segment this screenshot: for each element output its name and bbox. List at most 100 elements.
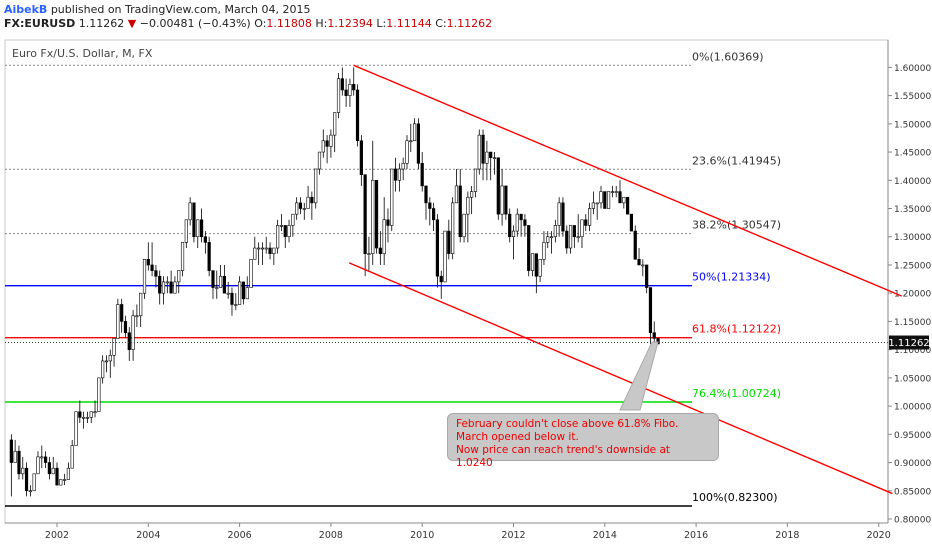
- candle: [139, 292, 143, 328]
- candle-body: [161, 281, 166, 294]
- candle: [283, 225, 287, 249]
- candle: [534, 253, 538, 294]
- candle: [553, 219, 557, 243]
- candle-body: [344, 89, 348, 96]
- candle: [93, 400, 97, 418]
- high-label: H:: [315, 17, 328, 30]
- candle: [40, 445, 44, 469]
- candle: [276, 219, 280, 254]
- y-tick-label: 1.00000: [894, 403, 931, 413]
- channel-line: [353, 64, 902, 297]
- candle: [397, 163, 401, 192]
- candle-body: [180, 242, 185, 271]
- candle: [363, 174, 367, 277]
- candle-body: [314, 168, 318, 204]
- candle-body: [116, 304, 120, 339]
- candle: [249, 259, 253, 288]
- candle-body: [188, 202, 192, 221]
- candle: [32, 473, 36, 492]
- candle: [63, 473, 67, 486]
- candle-body: [610, 191, 615, 193]
- candle: [218, 264, 223, 288]
- candle: [496, 157, 500, 220]
- x-tick-label: 2010: [410, 530, 434, 541]
- candle-body: [238, 281, 242, 305]
- candle-body: [656, 338, 660, 345]
- author-name[interactable]: AibekB: [4, 3, 48, 16]
- candle-body: [424, 185, 428, 204]
- candle-body: [405, 140, 409, 164]
- candle-body: [24, 467, 29, 492]
- candle: [424, 185, 428, 220]
- candle-body: [241, 281, 245, 300]
- candle: [515, 208, 519, 237]
- candle: [378, 231, 382, 265]
- candle: [317, 151, 322, 175]
- candle-body: [253, 247, 257, 260]
- candle-body: [74, 411, 78, 446]
- candle-body: [527, 225, 531, 271]
- candle-body: [234, 304, 238, 306]
- candle-body: [184, 219, 188, 243]
- candle-body: [462, 213, 466, 238]
- candle: [36, 451, 40, 475]
- candle-body: [363, 174, 367, 254]
- candle: [245, 276, 249, 300]
- candle-body: [321, 140, 325, 153]
- symbol-label: FX:EURUSD: [4, 17, 76, 30]
- candle-body: [500, 185, 504, 215]
- candle-body: [264, 247, 268, 250]
- candle: [188, 197, 192, 226]
- candle: [211, 270, 215, 299]
- low-value: 1.11144: [386, 17, 432, 30]
- y-tick-label: 1.20000: [894, 290, 931, 300]
- candle: [161, 276, 166, 305]
- candle-body: [622, 196, 626, 204]
- annotation-callout[interactable]: February couldn't close above 61.8% Fibo…: [447, 413, 719, 469]
- candle-body: [13, 450, 17, 463]
- candle-body: [584, 219, 588, 226]
- candle: [165, 276, 169, 294]
- x-tick-label: 2002: [45, 530, 69, 541]
- candle-body: [9, 439, 13, 463]
- candle-body: [28, 490, 32, 493]
- candle: [420, 152, 424, 192]
- candle: [561, 197, 565, 237]
- candle: [595, 202, 599, 220]
- last-price: 1.11262: [78, 17, 125, 30]
- x-tick-label: 2020: [867, 530, 891, 541]
- candle-body: [104, 360, 109, 363]
- candle: [207, 236, 211, 277]
- candle-body: [645, 264, 649, 288]
- candle-body: [333, 112, 337, 136]
- candle: [123, 315, 128, 339]
- candle: [264, 236, 268, 254]
- candle-body: [123, 321, 128, 333]
- candle: [325, 135, 329, 164]
- candle-body: [325, 140, 329, 147]
- candle: [55, 462, 59, 486]
- y-tick-label: 0.95000: [894, 431, 931, 441]
- candle: [329, 129, 333, 158]
- y-tick-label: 1.05000: [894, 374, 931, 384]
- candle-body: [439, 275, 443, 283]
- candle: [173, 276, 177, 294]
- candle: [97, 377, 101, 413]
- y-tick-label: 1.10000: [894, 346, 931, 356]
- candle-body: [508, 213, 512, 238]
- candle-body: [245, 287, 249, 300]
- candle: [222, 264, 226, 294]
- candle-body: [348, 84, 352, 96]
- candle: [393, 157, 398, 192]
- chart-title: Euro Fx/U.S. Dollar, M, FX: [12, 47, 153, 60]
- y-tick-label: 1.35000: [894, 205, 931, 215]
- candle-body: [580, 219, 584, 238]
- candle: [633, 225, 637, 260]
- candle: [652, 321, 656, 344]
- candle: [47, 456, 51, 480]
- candle: [489, 151, 493, 181]
- candle-body: [576, 236, 580, 239]
- candle-body: [230, 292, 234, 305]
- candle: [508, 208, 512, 243]
